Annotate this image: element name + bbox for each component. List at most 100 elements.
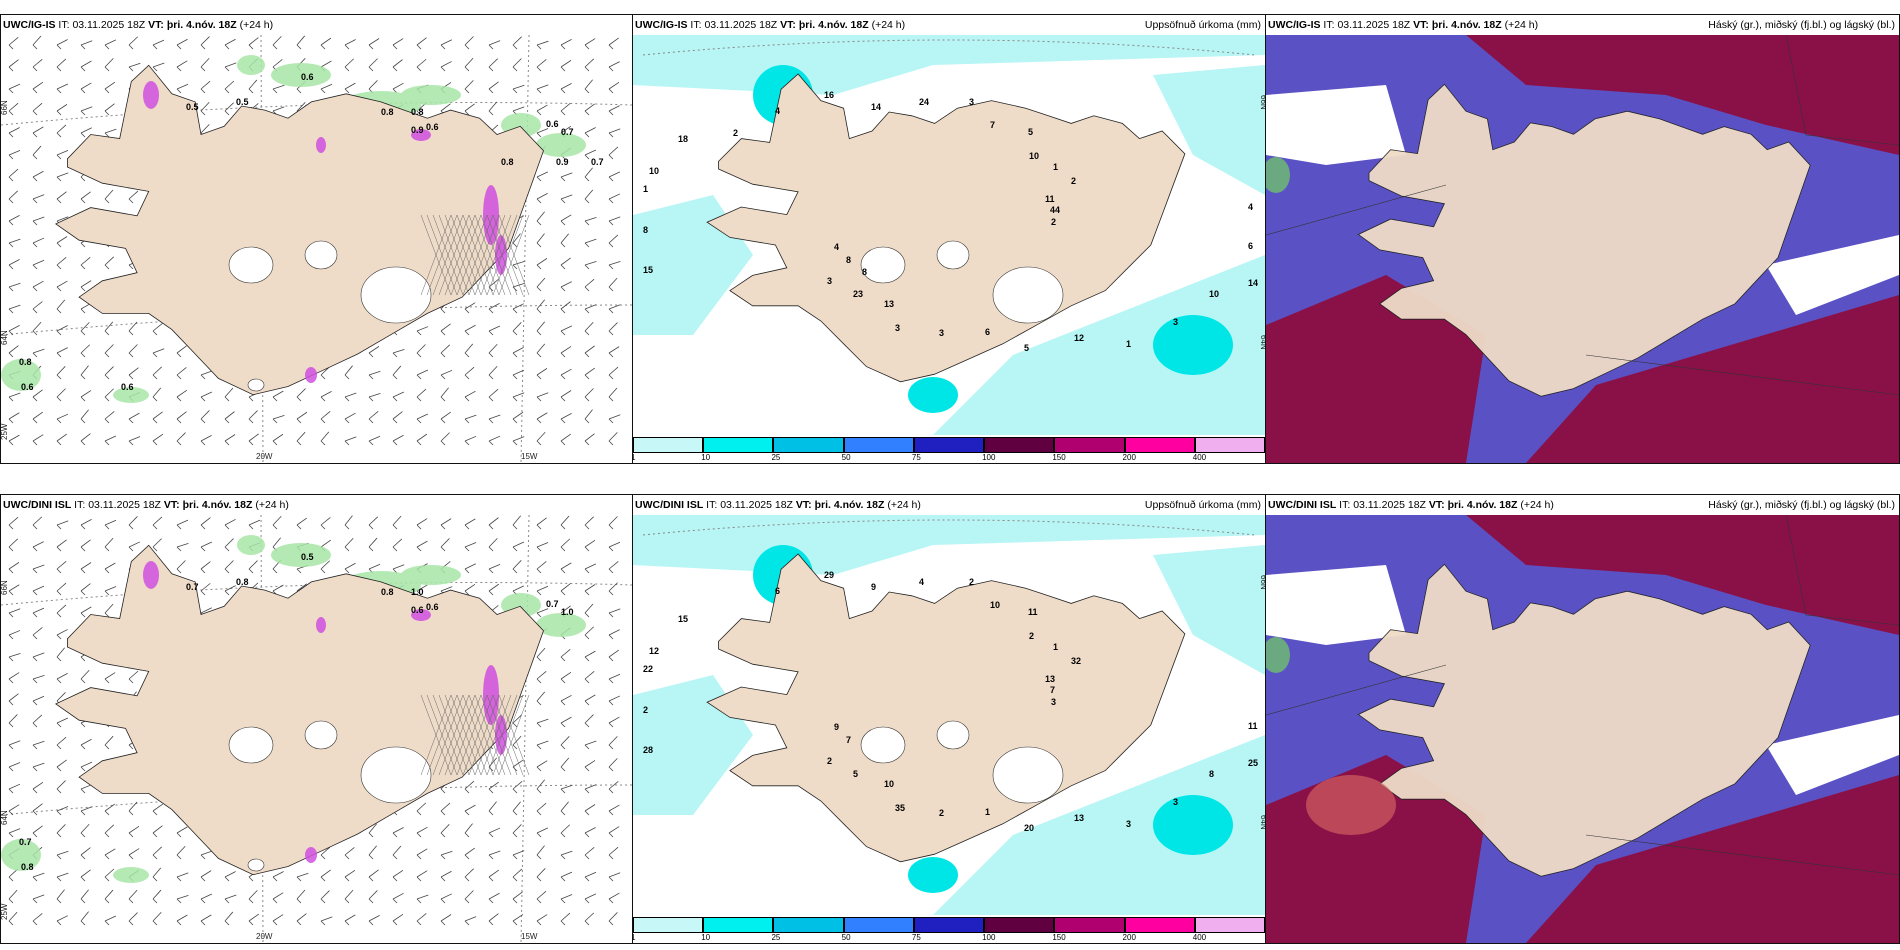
value-label: 0.6 [546, 119, 559, 129]
precip-map[interactable]: 66N 64N 3 2 2 3 22 32 35 29 25 9 11 20 15 7 5 4 3 2 1 2 6 11 7 10… [633, 515, 1265, 915]
value-label: 12 [649, 646, 659, 656]
lead-time: (+24 h) [1504, 19, 1539, 31]
precip-colorbar: 1 10 25 50 75 100 150 200 400 [633, 915, 1265, 943]
model-name: UWC/DINI ISL [635, 499, 704, 511]
value-label: 2 [1029, 631, 1034, 641]
value-label: 22 [643, 664, 653, 674]
value-label: 5 [1028, 127, 1033, 137]
cloud-map-svg [1266, 515, 1899, 943]
value-label: 1.0 [411, 587, 424, 597]
value-label: 10 [1209, 289, 1219, 299]
value-label: 0.8 [381, 107, 394, 117]
colorbar-swatch [703, 437, 774, 453]
wind-panel-row2: UWC/DINI ISL IT: 03.11.2025 18Z VT: þri.… [0, 494, 633, 944]
colorbar-swatch [633, 437, 704, 453]
it-value: 03.11.2025 18Z [88, 499, 161, 511]
value-labels: 3223223235292591120157543212611710131213… [643, 570, 1258, 833]
axis-labels: 66N 64N [1259, 575, 1265, 830]
colorbar-swatch [773, 917, 844, 933]
value-label: 0.7 [561, 127, 574, 137]
lead-time: (+24 h) [887, 499, 921, 511]
value-label: 6 [985, 327, 990, 337]
lead-time: (+24 h) [1520, 499, 1554, 511]
value-label: 14 [871, 102, 881, 112]
panel-header: UWC/IG-IS IT: 03.11.2025 18Z VT: þri. 4.… [633, 15, 1265, 35]
value-label: 8 [846, 255, 851, 265]
value-label: 18 [678, 134, 688, 144]
wind-map[interactable]: 66N 64N 25W 20W 15W 0.5 0.8 0.7 1.0 0.7 0.8 0.6 0.7 0… [1, 515, 632, 943]
value-label: 25 [1248, 758, 1258, 768]
iceland-landmass [55, 64, 544, 396]
glaciers [860, 720, 1064, 804]
glaciers [228, 720, 432, 872]
value-label: 10 [990, 600, 1000, 610]
colorbar-tick: 50 [841, 453, 851, 462]
value-label: 8 [1209, 769, 1214, 779]
value-label: 7 [1050, 685, 1055, 695]
value-label: 15 [643, 265, 653, 275]
value-labels: 0.60.50.5 0.80.60.80.90.80.6 0.70.60.90.80… [19, 72, 604, 392]
cloud-map[interactable] [1266, 515, 1899, 943]
value-label: 0.6 [121, 382, 134, 392]
vt-value: þri. 4.nóv. 18Z [798, 19, 869, 31]
wind-map[interactable]: 66N 64N 25W 20W 15W 0.6 0.5 0.5 0.8 0.6 0.8 0.9 0.8 0… [1, 35, 632, 463]
value-label: 11 [1028, 607, 1038, 617]
value-label: 0.6 [301, 72, 314, 82]
cloud-map[interactable] [1266, 35, 1899, 463]
model-name: UWC/IG-IS [635, 19, 688, 31]
value-label: 1 [643, 184, 648, 194]
value-label: 2 [1051, 217, 1056, 227]
colorbar-tick: 200 [1122, 453, 1136, 462]
value-label: 2 [969, 577, 974, 587]
colorbar-swatch [843, 437, 914, 453]
panel-header: UWC/DINI ISL IT: 03.11.2025 18Z VT: þri.… [1, 495, 632, 515]
value-labels: 2331123161445518442324381346871210111314… [643, 90, 1258, 353]
panel-header: UWC/DINI ISL IT: 03.11.2025 18Z VT: þri.… [1266, 495, 1899, 515]
value-label: 2 [733, 128, 738, 138]
value-label: 44 [1050, 205, 1060, 215]
value-label: 2 [1071, 176, 1076, 186]
panel-title: Uppsöfnuð úrkoma (mm) [1144, 499, 1261, 511]
it-value: 03.11.2025 18Z [1337, 19, 1411, 31]
hatch-areas [420, 694, 530, 776]
value-label: 0.6 [426, 602, 439, 612]
iceland-landmass [55, 544, 544, 876]
high-cloud-layer [1266, 35, 1899, 463]
value-label: 3 [1173, 317, 1178, 327]
value-label: 24 [919, 97, 929, 107]
model-name: UWC/IG-IS [3, 19, 56, 31]
value-label: 0.6 [21, 382, 34, 392]
cloud-panel-row1: UWC/IG-IS IT: 03.11.2025 18Z VT: þri. 4.… [1265, 14, 1900, 464]
it-label: IT: [706, 499, 718, 511]
lat-label: 64N [1, 330, 9, 345]
precip-panel-row1: UWC/IG-IS IT: 03.11.2025 18Z VT: þri. 4.… [632, 14, 1266, 464]
colorbar-tick: 400 [1192, 933, 1207, 942]
panel-title: Háský (gr.), miðský (fj.bl.) og lágský (… [1708, 499, 1895, 511]
colorbar-tick: 50 [841, 933, 851, 942]
value-label: 0.6 [411, 605, 424, 615]
precip-map-svg: 66N64N3223223235292591120157543212611710… [633, 515, 1265, 915]
vt-value: þri. 4.nóv. 18Z [1431, 19, 1502, 31]
value-label: 0.5 [236, 97, 249, 107]
iceland-landmass [706, 73, 1186, 383]
precip-map[interactable]: 66N 64N 2 3 3 1 1 2 3 16 14 4 5 5 18 44 23 24 3 8 1 3 4 6 8 7 12 10… [633, 35, 1265, 435]
value-label: 20 [1024, 823, 1034, 833]
panel-header: UWC/DINI ISL IT: 03.11.2025 18Z VT: þri.… [633, 495, 1265, 515]
lat-label: 25W [1, 423, 9, 440]
colorbar-tick: 75 [911, 933, 921, 942]
lon-label: 15W [521, 452, 538, 461]
it-label: IT: [690, 19, 702, 31]
it-label: IT: [58, 19, 70, 31]
lat-label: 64N [1259, 335, 1265, 350]
value-label: 1 [1053, 642, 1058, 652]
value-label: 0.5 [301, 552, 314, 562]
colorbar-swatch [913, 437, 985, 453]
value-label: 6 [775, 586, 780, 596]
glaciers [228, 240, 432, 392]
value-label: 2 [827, 756, 832, 766]
borders [1266, 515, 1899, 876]
value-label: 0.6 [426, 122, 439, 132]
vt-label: VT: [163, 499, 180, 511]
lon-label: 20W [256, 932, 273, 941]
